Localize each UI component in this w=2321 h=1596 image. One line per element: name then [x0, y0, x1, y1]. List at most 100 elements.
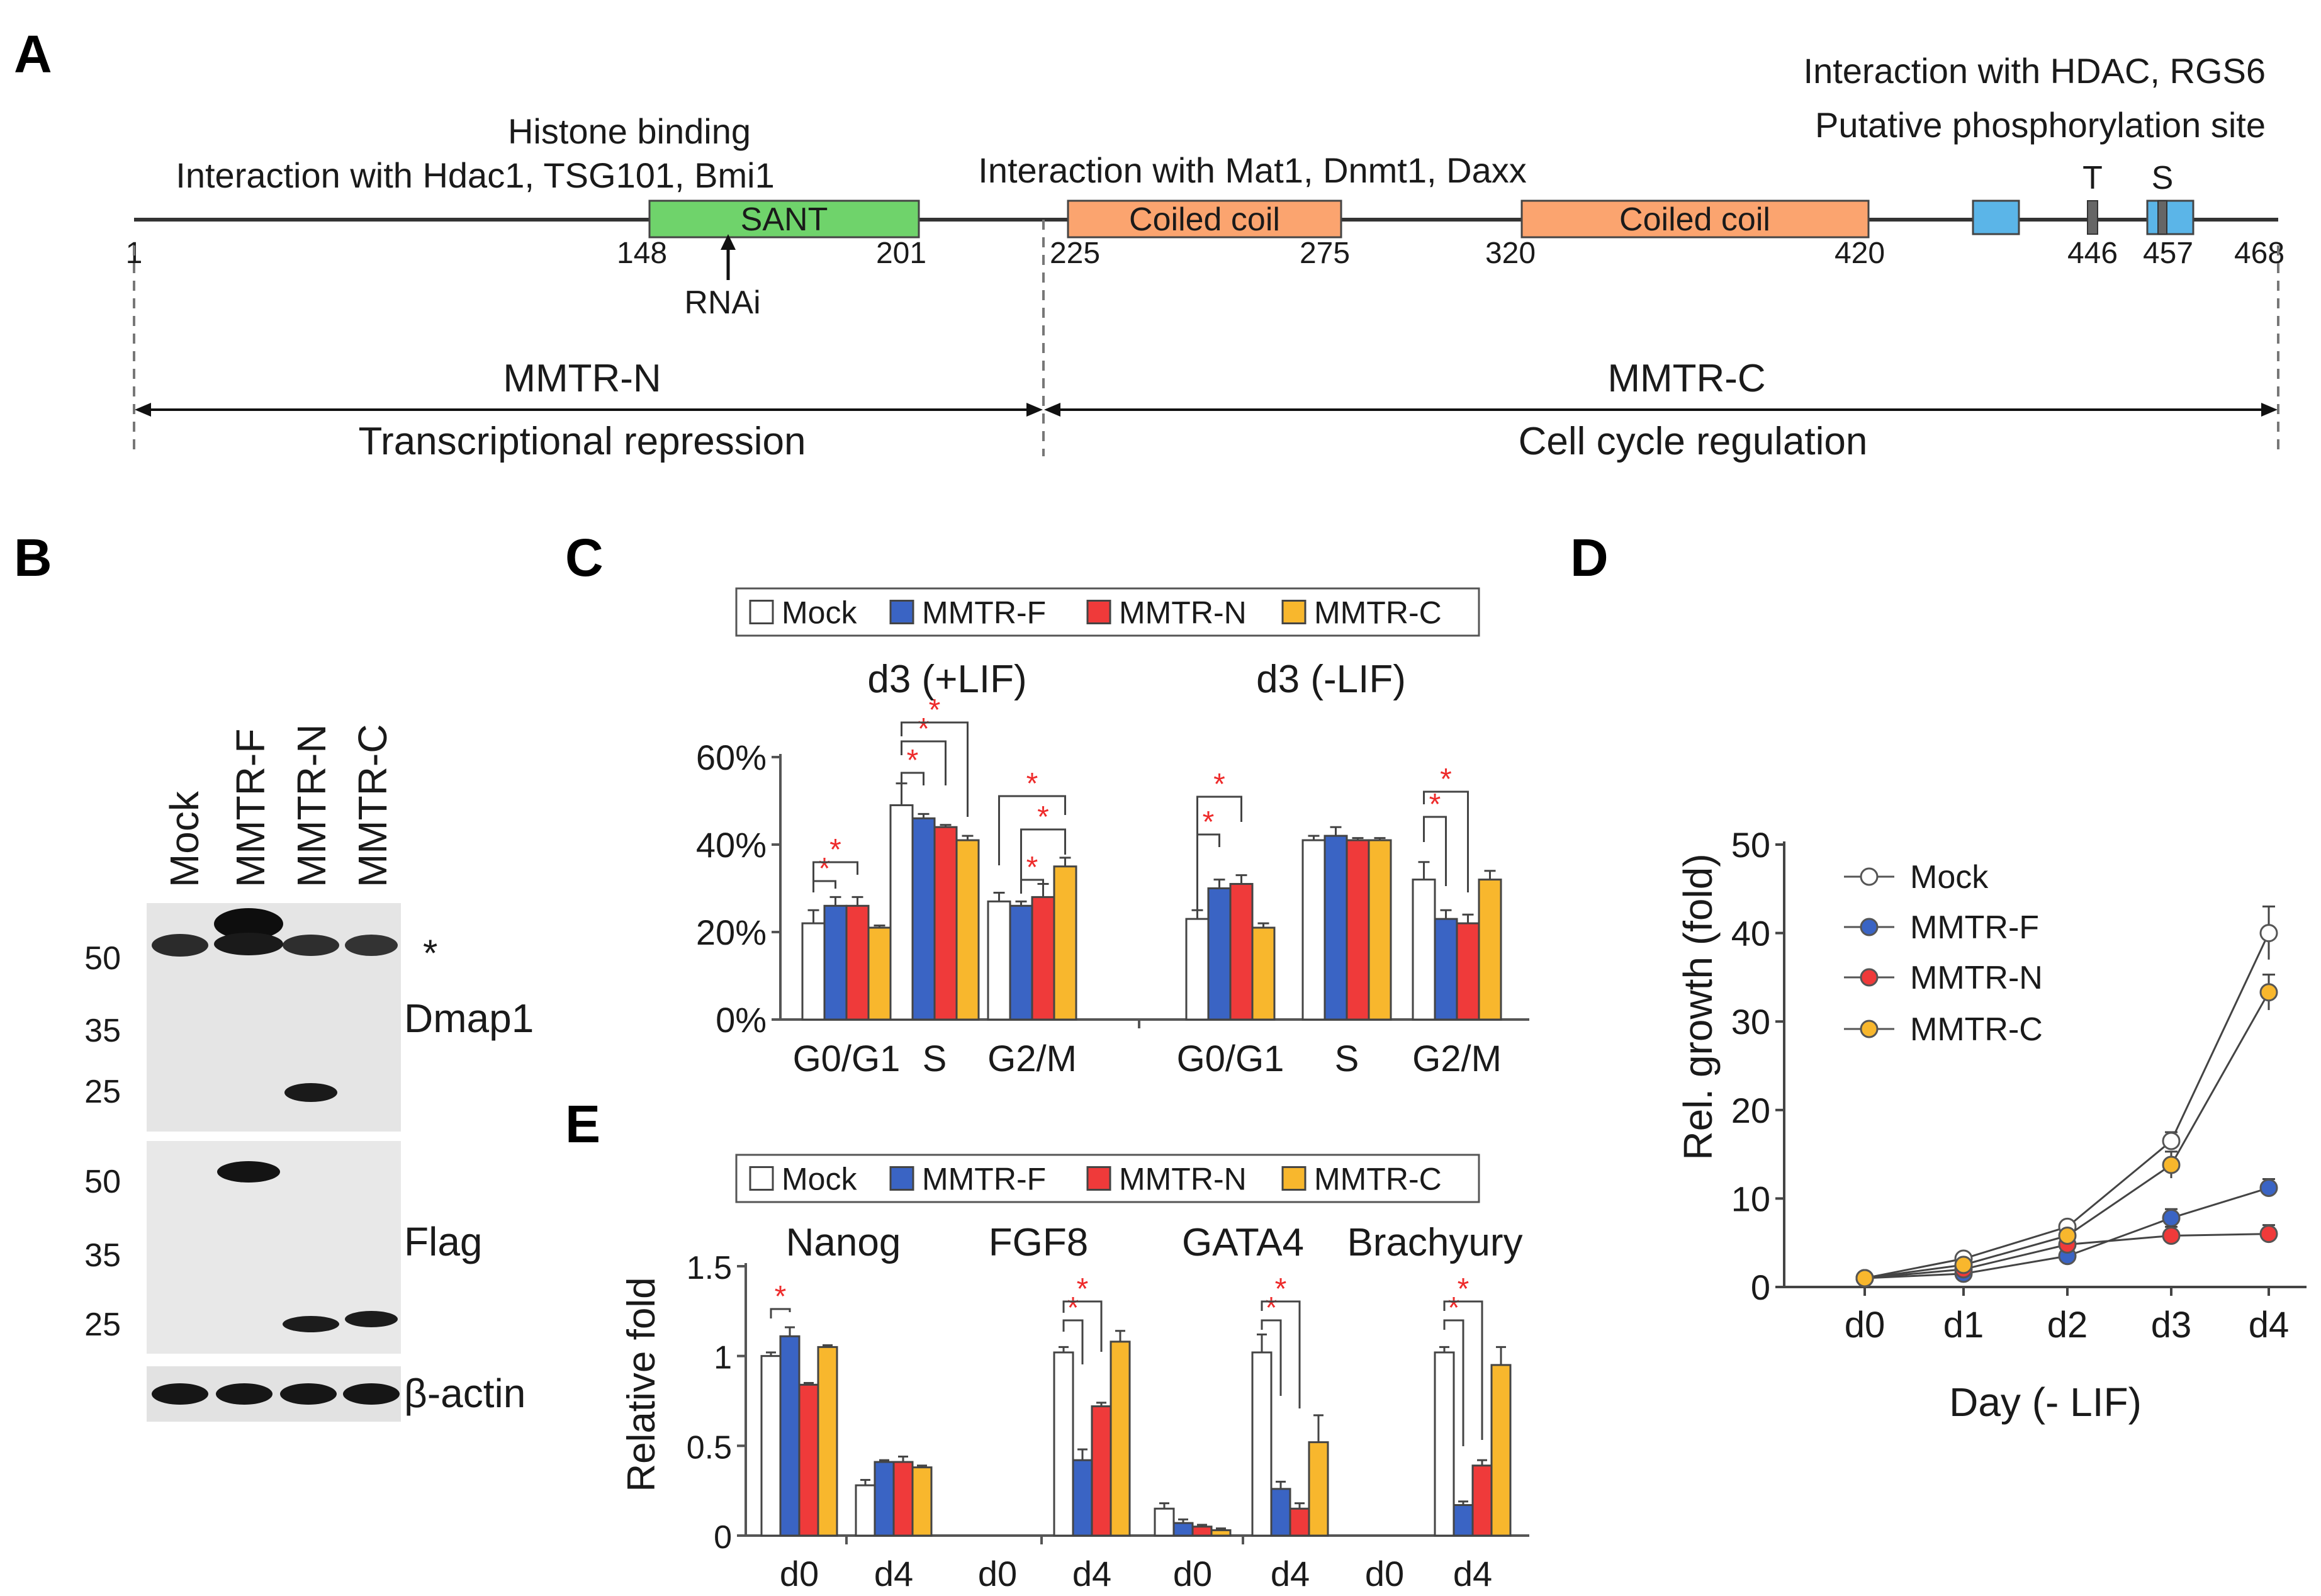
c-bar-mmtr-f-1	[911, 817, 936, 1021]
e-sig-fgf8-n	[1062, 1300, 1103, 1352]
c-bar-mmtr-c-1	[955, 839, 980, 1021]
c-sig-g0g1-n-star: *	[829, 833, 841, 867]
d-ytick-label-4: 40	[1731, 914, 1770, 953]
e-bar-mmtr-n-5	[1289, 1507, 1310, 1537]
e-cat-label-6: d0	[1365, 1554, 1404, 1593]
c-ytick-label-3: 60%	[696, 738, 767, 777]
plot-c: 0%20%40%60%G0/G1 S G2/M G0/G1 S G2/M*********…	[696, 694, 1529, 1079]
c-legend-label-mmtr-f: MMTR-F	[922, 595, 1046, 631]
d-ytick-label-3: 30	[1731, 1002, 1770, 1042]
d-legend-marker-mmtr-n	[1860, 968, 1879, 987]
c-sig2-g0g1-n-star: *	[1213, 768, 1225, 801]
c-cat-label-4: S	[1335, 1038, 1359, 1079]
d-xtick-label-0: d0	[1845, 1305, 1885, 1346]
c-ytick-label-2: 40%	[696, 825, 767, 865]
e-sig-fgf8-f	[1062, 1319, 1084, 1364]
c-bar-mmtr-n-4	[1346, 839, 1370, 1021]
e-sig-fgf8-n-star: *	[1077, 1273, 1089, 1306]
band-actin-mmtrc	[343, 1383, 400, 1405]
c-legend-label-mock: Mock	[782, 595, 857, 631]
d-legend-label-mmtr-c: MMTR-C	[1910, 1011, 2043, 1048]
pos-320: 320	[1485, 237, 1536, 270]
d-ytick-label-2: 20	[1731, 1091, 1770, 1130]
lane-label-mock: Mock	[162, 790, 207, 887]
blue-box-2	[2146, 200, 2195, 235]
e-cat-label-7: d4	[1453, 1554, 1492, 1593]
c-cat-label-3: G0/G1	[1177, 1038, 1284, 1079]
c-sig2-g2m-n-star: *	[1440, 763, 1452, 796]
c-bar-mock-3	[1185, 918, 1210, 1021]
e-sig-nanog-star: *	[775, 1280, 787, 1313]
label-interaction-mat1: Interaction with Mat1, Dnmt1, Daxx	[978, 150, 1526, 190]
e-cat-label-2: d0	[978, 1554, 1017, 1593]
c-bar-mmtr-f-3	[1207, 887, 1232, 1021]
site-letter-s: S	[2152, 160, 2174, 196]
pos-225: 225	[1050, 237, 1100, 270]
e-bar-mmtr-f-1	[874, 1461, 895, 1537]
e-bar-mmtr-n-4	[1191, 1526, 1213, 1537]
nonspecific-star: *	[423, 932, 437, 974]
pos-468: 468	[2234, 237, 2284, 270]
d-point-mmtr-n-3	[2162, 1226, 2181, 1245]
legend-c: Mock MMTR-F MMTR-N MMTR-C	[735, 587, 1480, 637]
domain-coiled-coil-2	[1520, 200, 1870, 239]
gene-title-gata4: GATA4	[1182, 1221, 1304, 1264]
c-bar-mmtr-f-4	[1323, 835, 1348, 1021]
c-cat-label-2: G2/M	[987, 1038, 1077, 1079]
legend-e: Mock MMTR-F MMTR-N MMTR-C	[735, 1154, 1480, 1203]
rnai-arrow-head	[721, 234, 736, 250]
band-actin-mmtrn	[280, 1383, 337, 1405]
e-sig-fgf8-f-star: *	[1067, 1291, 1079, 1325]
d-legend-label-mmtr-f: MMTR-F	[1910, 909, 2039, 946]
band-actin-mock	[152, 1383, 208, 1405]
c-sig-g0g1-f-star: *	[819, 852, 831, 885]
e-legend-swatch-mmtr-f	[889, 1166, 914, 1191]
e-ytick-label-2: 1	[714, 1340, 732, 1376]
label-phosphorylation-site: Putative phosphorylation site	[1815, 105, 2266, 145]
e-bar-mmtr-c-0	[817, 1346, 838, 1537]
marker-dmap1-35: 35	[84, 1013, 121, 1049]
d-point-mmtr-c-0	[1855, 1269, 1874, 1288]
c-legend-swatch-mmtr-f	[889, 600, 914, 624]
domain-coiled-coil-1	[1067, 200, 1342, 239]
blue-box-1	[1972, 200, 2020, 235]
region-c-arrow-left	[1044, 403, 1060, 417]
label-interaction-hdac1: Interaction with Hdac1, TSG101, Bmi1	[176, 155, 774, 195]
c-sig-s-c	[901, 721, 969, 817]
c-bar-mock-2	[987, 900, 1011, 1021]
panel-c: C Mock MMTR-F MMTR-N MMTR-C d3 (+LIF) d3 (-…	[565, 528, 1529, 1079]
domain-coiled-coil-2-label: Coiled coil	[1619, 201, 1770, 238]
d-point-mmtr-c-2	[2058, 1226, 2077, 1245]
group-title-plus-lif: d3 (+LIF)	[867, 658, 1026, 701]
e-ytick-label-1: 0.5	[687, 1429, 732, 1466]
c-bar-mmtr-c-0	[867, 926, 892, 1021]
e-cat-label-4: d0	[1173, 1554, 1212, 1593]
c-sig-g2m-c-star: *	[1037, 801, 1049, 834]
c-sig-s-f-star: *	[907, 744, 919, 777]
e-bar-mmtr-n-0	[798, 1383, 819, 1537]
c-bar-mmtr-n-2	[1031, 896, 1055, 1021]
marker-flag-35: 35	[84, 1237, 121, 1274]
e-sig-gata4-n	[1261, 1300, 1301, 1408]
label-histone-binding: Histone binding	[508, 111, 751, 151]
gene-title-brachyury: Brachyury	[1347, 1221, 1522, 1264]
c-sig-g2m-n-star: *	[1026, 851, 1038, 884]
marker-flag-50: 50	[84, 1164, 121, 1200]
c-sig-g2m-c2	[998, 795, 1066, 865]
panel-label-e: E	[565, 1094, 600, 1154]
c-cat-label-0: G0/G1	[793, 1038, 901, 1079]
e-legend-swatch-mock	[749, 1166, 774, 1191]
plot-e: 00.511.5d0 d4 d0 d4 d0 d4 d0 d4* ******	[687, 1250, 1529, 1593]
xlabel-d: Day (- LIF)	[1949, 1380, 2142, 1425]
c-bar-mock-0	[801, 922, 826, 1021]
c-cat-label-1: S	[923, 1038, 947, 1079]
e-legend-swatch-mmtr-c	[1281, 1166, 1307, 1191]
c-sig-s-n-star: *	[918, 712, 930, 746]
band-dmap1-mmtrf-low	[214, 933, 283, 955]
e-bar-mock-7	[1434, 1351, 1455, 1537]
d-point-mmtr-c-3	[2162, 1155, 2181, 1174]
e-legend-label-mmtr-f: MMTR-F	[922, 1162, 1046, 1197]
e-bar-mmtr-c-4	[1210, 1529, 1232, 1537]
c-ytick-label-1: 20%	[696, 913, 767, 952]
lane-label-mmtr-f: MMTR-F	[228, 729, 273, 887]
